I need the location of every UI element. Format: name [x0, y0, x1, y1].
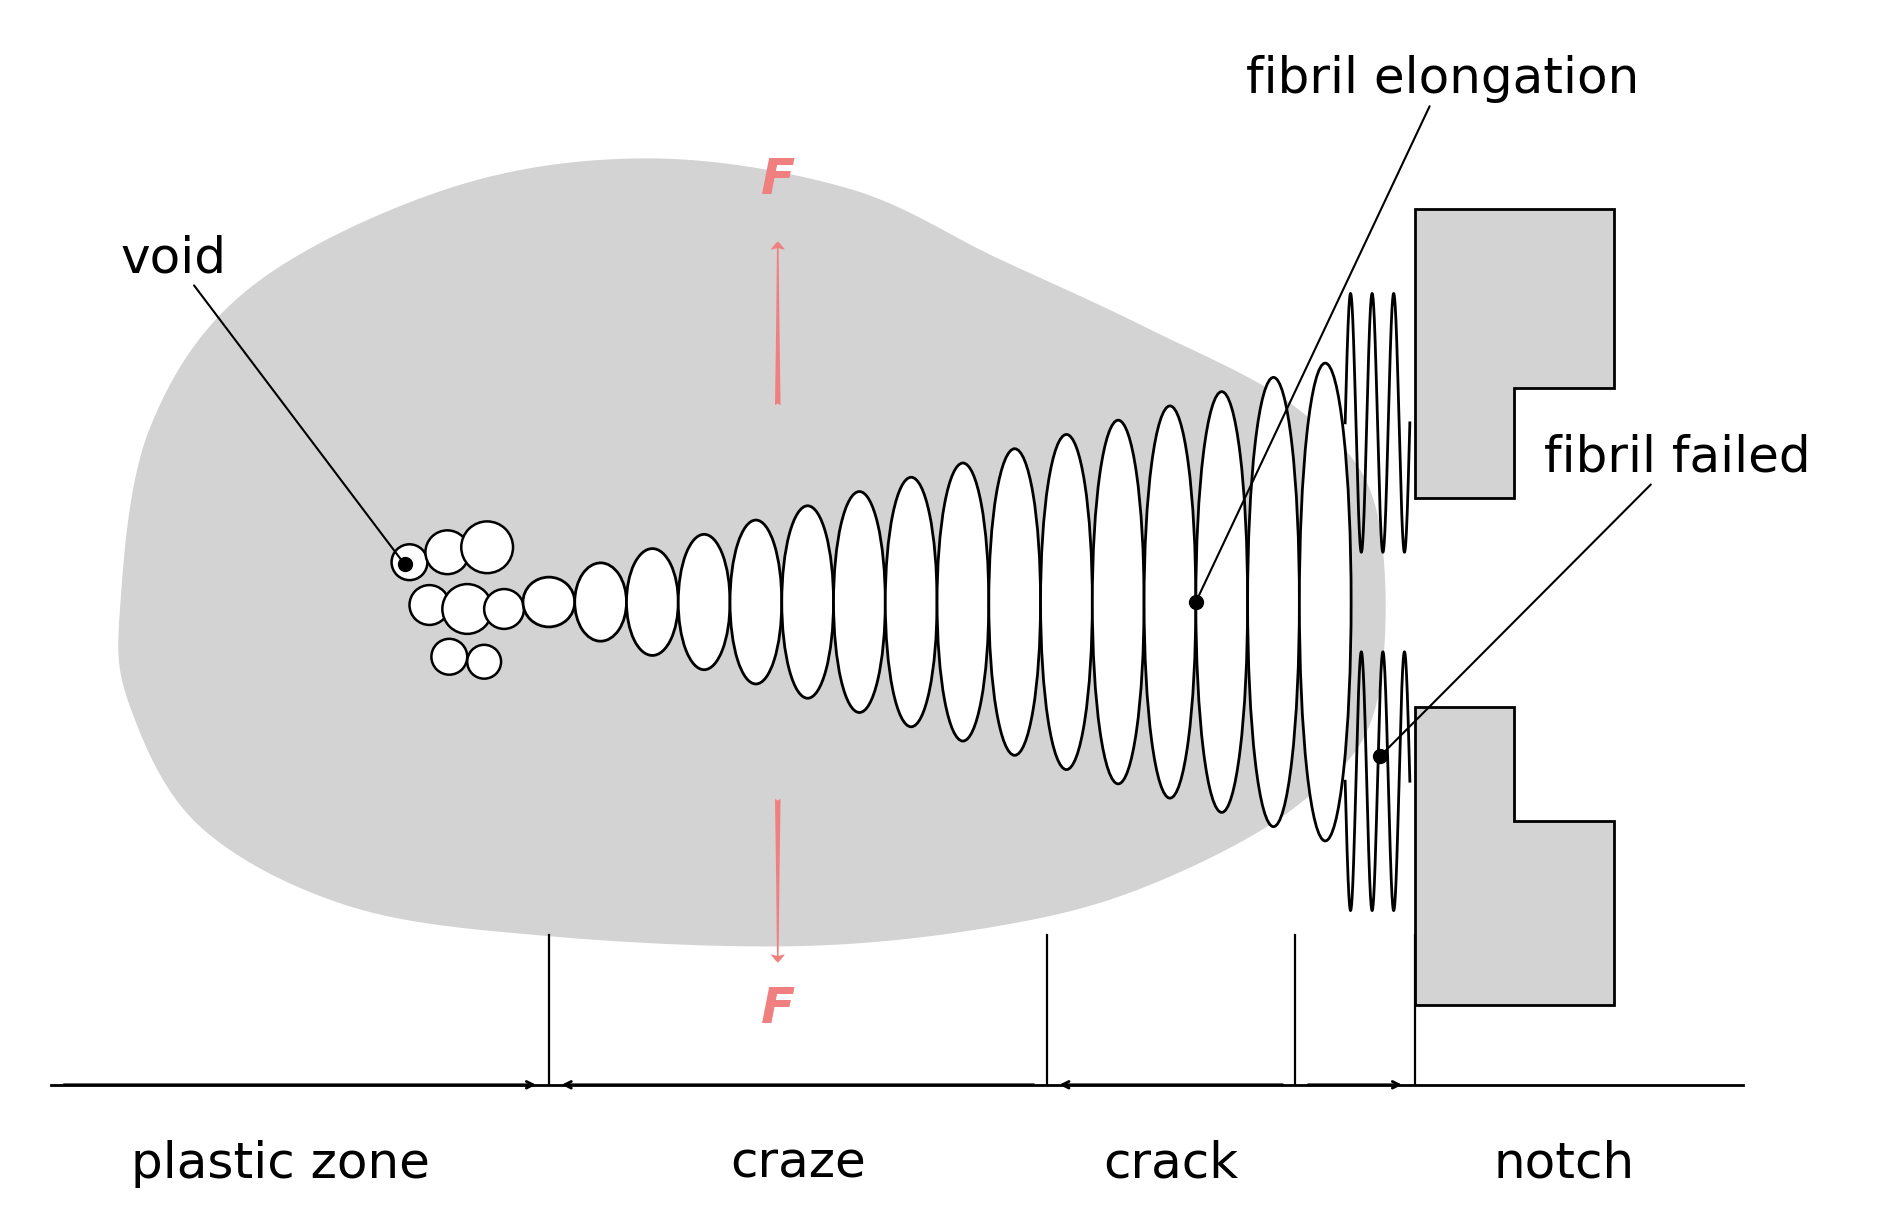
- Ellipse shape: [426, 531, 470, 574]
- Ellipse shape: [782, 506, 833, 698]
- Text: fibril elongation: fibril elongation: [1195, 56, 1638, 602]
- Ellipse shape: [729, 520, 782, 683]
- Ellipse shape: [833, 492, 884, 713]
- Text: craze: craze: [729, 1140, 866, 1187]
- Text: void: void: [121, 234, 405, 565]
- Ellipse shape: [1144, 405, 1195, 798]
- Text: F: F: [761, 155, 795, 204]
- Polygon shape: [1415, 209, 1614, 498]
- Ellipse shape: [1093, 420, 1144, 784]
- Ellipse shape: [409, 585, 449, 625]
- Ellipse shape: [884, 477, 938, 727]
- Ellipse shape: [462, 521, 513, 573]
- Text: fibril failed: fibril failed: [1381, 433, 1811, 756]
- Ellipse shape: [574, 563, 627, 641]
- Ellipse shape: [938, 463, 989, 741]
- Text: notch: notch: [1494, 1140, 1635, 1187]
- Text: crack: crack: [1104, 1140, 1239, 1187]
- Ellipse shape: [468, 645, 502, 679]
- Ellipse shape: [1248, 378, 1299, 827]
- Polygon shape: [1415, 707, 1614, 1005]
- Ellipse shape: [989, 449, 1040, 755]
- Ellipse shape: [443, 584, 492, 634]
- Text: plastic zone: plastic zone: [131, 1140, 430, 1187]
- Ellipse shape: [523, 577, 574, 626]
- Ellipse shape: [678, 534, 729, 670]
- Text: F: F: [761, 986, 795, 1033]
- Ellipse shape: [1299, 363, 1350, 841]
- Ellipse shape: [1040, 435, 1093, 770]
- Ellipse shape: [1195, 392, 1248, 812]
- Ellipse shape: [627, 549, 678, 656]
- Ellipse shape: [432, 639, 468, 675]
- Polygon shape: [119, 159, 1385, 946]
- Ellipse shape: [392, 544, 428, 580]
- Ellipse shape: [485, 589, 525, 629]
